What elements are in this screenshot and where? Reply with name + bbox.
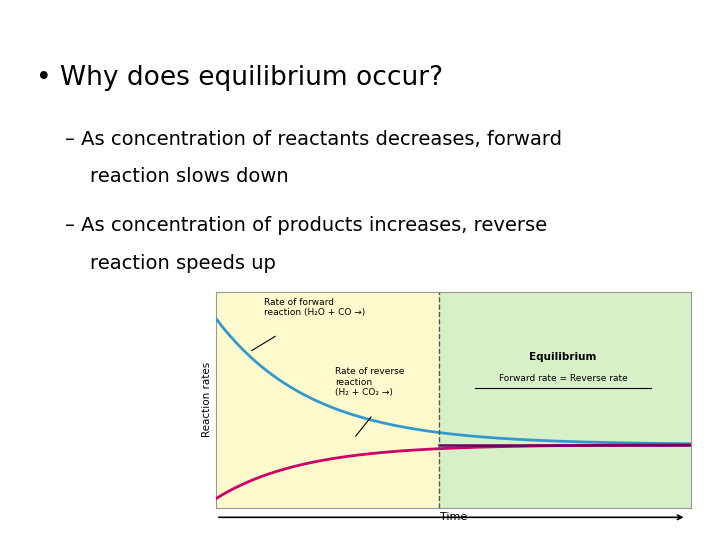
Text: – As concentration of products increases, reverse: – As concentration of products increases…: [65, 216, 547, 235]
X-axis label: Time: Time: [440, 512, 467, 522]
Text: Forward rate = Reverse rate: Forward rate = Reverse rate: [498, 374, 627, 383]
Text: reaction speeds up: reaction speeds up: [65, 254, 276, 273]
Text: – As concentration of reactants decreases, forward: – As concentration of reactants decrease…: [65, 130, 562, 148]
Text: reaction slows down: reaction slows down: [65, 167, 289, 186]
Bar: [439, 292, 691, 508]
Bar: [216, 292, 439, 508]
Text: Rate of reverse
reaction
(H₂ + CO₂ →): Rate of reverse reaction (H₂ + CO₂ →): [335, 367, 404, 397]
Text: Rate of forward
reaction (H₂O + CO →): Rate of forward reaction (H₂O + CO →): [264, 298, 365, 318]
Text: Equilibrium: Equilibrium: [529, 352, 597, 362]
Y-axis label: Reaction rates: Reaction rates: [202, 362, 212, 437]
Text: • Why does equilibrium occur?: • Why does equilibrium occur?: [36, 65, 443, 91]
